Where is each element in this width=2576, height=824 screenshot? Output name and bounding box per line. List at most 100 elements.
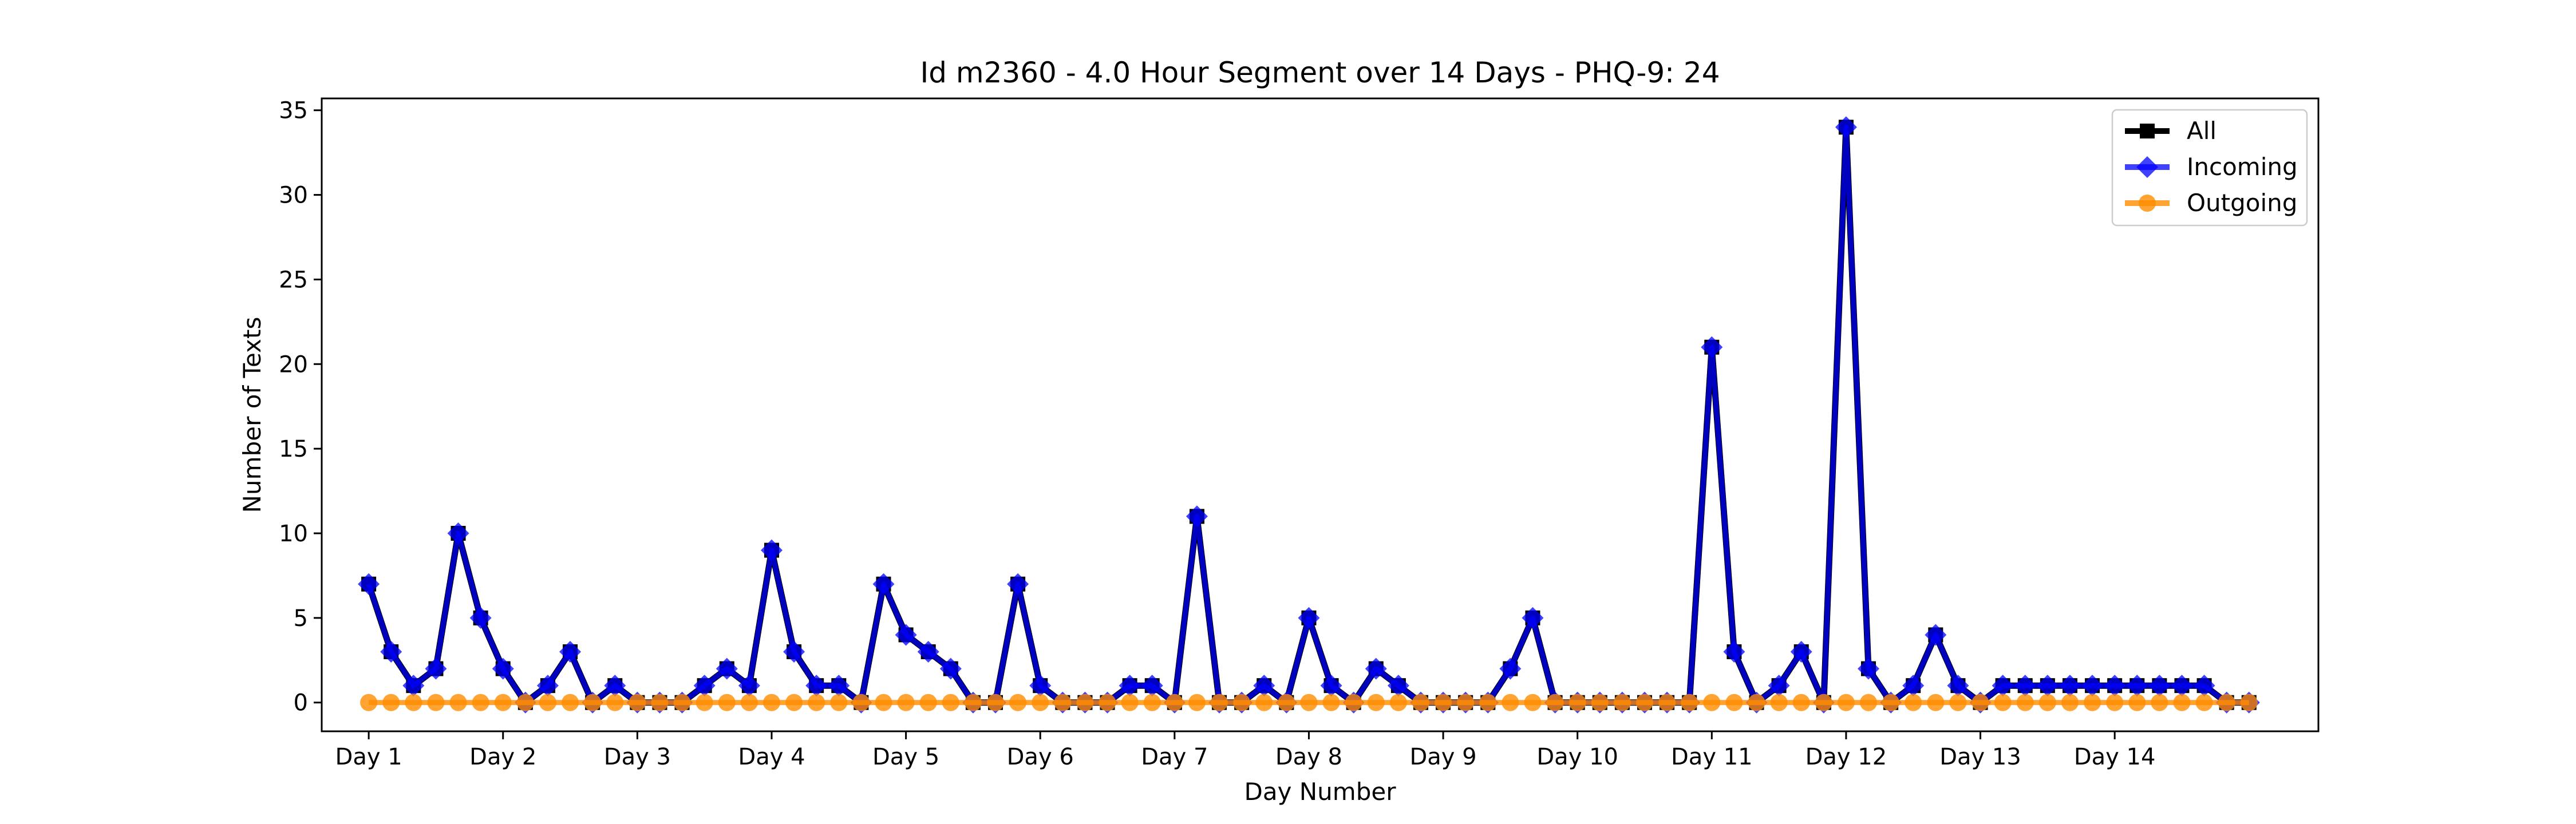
legend: All Incoming Outgoing: [2111, 109, 2308, 227]
data-point-incoming: [1768, 675, 1790, 697]
y-tick-label: 5: [294, 605, 308, 632]
data-point-outgoing: [2218, 694, 2235, 711]
data-point-outgoing: [1032, 694, 1049, 711]
data-point-outgoing: [516, 694, 534, 711]
data-point-incoming: [895, 624, 917, 646]
data-point-incoming: [402, 675, 425, 697]
data-point-outgoing: [1479, 694, 1497, 711]
data-point-outgoing: [1121, 694, 1139, 711]
x-tick-label: Day 4: [738, 744, 805, 770]
data-point-outgoing: [1905, 694, 1922, 711]
data-point-outgoing: [1211, 694, 1228, 711]
data-point-outgoing: [1837, 694, 1855, 711]
data-point-outgoing: [1076, 694, 1094, 711]
data-point-outgoing: [606, 694, 624, 711]
data-point-outgoing: [897, 694, 915, 711]
data-point-incoming: [1902, 675, 1925, 697]
data-point-outgoing: [852, 694, 870, 711]
data-point-incoming: [358, 573, 380, 595]
data-point-outgoing: [584, 694, 602, 711]
legend-entry-all: All: [2125, 117, 2217, 145]
y-axis: 0 5 10 15 20 25 30 35: [279, 98, 322, 716]
data-point-incoming: [2081, 675, 2104, 697]
data-point-outgoing: [1591, 694, 1609, 711]
data-point-outgoing: [987, 694, 1005, 711]
data-point-outgoing: [494, 694, 512, 711]
data-point-outgoing: [1568, 694, 1586, 711]
data-point-outgoing: [1882, 694, 1900, 711]
data-point-incoming: [716, 657, 738, 680]
data-point-outgoing: [1792, 694, 1810, 711]
data-point-outgoing: [1815, 694, 1832, 711]
data-point-outgoing: [651, 694, 669, 711]
x-tick-label: Day 11: [1671, 744, 1753, 770]
data-point-incoming: [1119, 675, 1141, 697]
data-point-outgoing: [785, 694, 803, 711]
data-point-outgoing: [1412, 694, 1429, 711]
x-tick-label: Day 5: [872, 744, 939, 770]
data-point-outgoing: [1524, 694, 1542, 711]
y-tick-label: 0: [294, 690, 308, 716]
x-axis: Day 1 Day 2 Day 3 Day 4 Day 5 Day 6 Day 7 Day 8…: [335, 731, 2155, 770]
legend-marker: [2136, 156, 2158, 178]
data-point-outgoing: [2195, 694, 2213, 711]
data-point-outgoing: [1860, 694, 1878, 711]
data-point-incoming: [1253, 675, 1275, 697]
data-point-outgoing: [942, 694, 959, 711]
data-point-outgoing: [1971, 694, 1989, 711]
y-tick-label: 25: [279, 267, 308, 293]
data-point-outgoing: [808, 694, 825, 711]
legend-label: Incoming: [2187, 153, 2298, 181]
data-point-incoming: [1499, 657, 1522, 680]
data-point-outgoing: [1300, 694, 1318, 711]
legend-label: Outgoing: [2187, 189, 2297, 217]
plot-frame: [321, 97, 2320, 732]
series-outgoing: [360, 694, 2258, 711]
data-point-incoming: [783, 641, 805, 663]
data-point-outgoing: [1099, 694, 1116, 711]
data-point-outgoing: [919, 694, 937, 711]
data-point-incoming: [425, 657, 447, 680]
data-point-outgoing: [1322, 694, 1340, 711]
data-point-outgoing: [1457, 694, 1475, 711]
data-point-incoming: [2126, 675, 2148, 697]
data-point-incoming: [1522, 607, 1544, 629]
data-point-outgoing: [539, 694, 556, 711]
y-tick-label: 15: [279, 436, 308, 462]
data-point-incoming: [2104, 675, 2126, 697]
data-point-outgoing: [427, 694, 445, 711]
data-point-outgoing: [2038, 694, 2056, 711]
data-point-outgoing: [1994, 694, 2012, 711]
data-point-incoming: [2036, 675, 2059, 697]
data-point-outgoing: [2084, 694, 2101, 711]
data-point-outgoing: [1703, 694, 1721, 711]
data-point-incoming: [492, 657, 514, 680]
data-point-outgoing: [2016, 694, 2034, 711]
x-tick-label: Day 1: [335, 744, 402, 770]
y-tick-label: 10: [279, 521, 308, 547]
data-point-outgoing: [696, 694, 713, 711]
data-point-outgoing: [1635, 694, 1653, 711]
data-point-outgoing: [562, 694, 579, 711]
data-point-incoming: [738, 675, 760, 697]
data-point-incoming: [1947, 675, 1969, 697]
data-point-incoming: [2193, 675, 2215, 697]
data-point-incoming: [380, 641, 402, 663]
data-point-incoming: [1141, 675, 1163, 697]
data-point-outgoing: [1165, 694, 1183, 711]
x-tick-label: Day 10: [1536, 744, 1618, 770]
x-axis-label: Day Number: [1244, 778, 1396, 806]
data-point-outgoing: [1658, 694, 1676, 711]
data-point-incoming: [760, 539, 783, 561]
data-point-incoming: [2059, 675, 2081, 697]
data-point-outgoing: [1748, 694, 1765, 711]
legend-marker: [2140, 124, 2155, 138]
data-point-outgoing: [2151, 694, 2168, 711]
data-point-incoming: [559, 641, 582, 663]
data-point-outgoing: [1278, 694, 1295, 711]
data-point-incoming: [1858, 657, 1880, 680]
x-tick-label: Day 7: [1141, 744, 1208, 770]
legend-marker: [2139, 195, 2156, 212]
data-point-outgoing: [1009, 694, 1027, 711]
